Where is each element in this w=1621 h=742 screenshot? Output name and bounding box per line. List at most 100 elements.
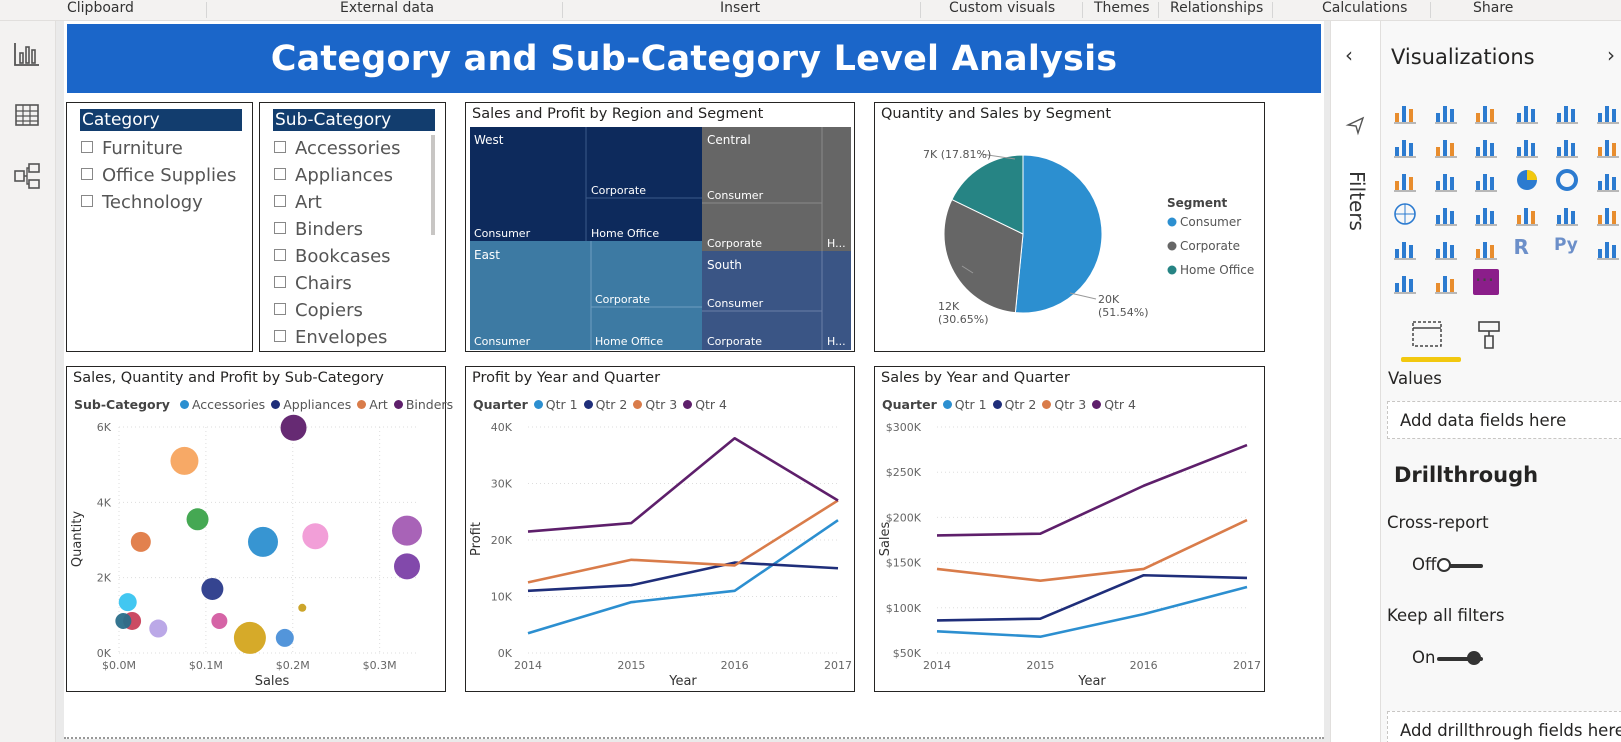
filters-pane[interactable]: ‹ Filters bbox=[1330, 21, 1380, 742]
visual-type-icon[interactable] bbox=[1392, 269, 1418, 295]
ribbon-group-insert[interactable]: Insert bbox=[720, 0, 761, 16]
toggle-knob[interactable] bbox=[1467, 651, 1481, 665]
slicer-item-envelopes[interactable]: Envelopes bbox=[274, 327, 387, 348]
visual-type-icon[interactable] bbox=[1392, 167, 1418, 193]
visual-type-icon[interactable] bbox=[1473, 201, 1499, 227]
ribbon-group-share[interactable]: Share bbox=[1473, 0, 1514, 16]
visual-type-icon[interactable]: Py bbox=[1554, 235, 1578, 255]
scatter-chart[interactable]: 0K 2K 4K 6K $0.0M $0.1M $0.2M $0.3M Sales Quantit… bbox=[67, 367, 444, 690]
visual-type-icon[interactable] bbox=[1433, 167, 1459, 193]
scatter-point[interactable] bbox=[170, 446, 199, 475]
legend-item[interactable]: Qtr 1 bbox=[954, 397, 987, 412]
more-visuals-icon[interactable]: ··· bbox=[1475, 268, 1495, 292]
visual-type-icon[interactable] bbox=[1433, 133, 1459, 159]
checkbox-icon[interactable] bbox=[81, 168, 93, 180]
sales-line-chart[interactable]: $50K $100K $150K $200K $250K $300K 2014 2015 201… bbox=[875, 367, 1263, 690]
legend-item[interactable]: Appliances bbox=[283, 397, 352, 412]
scatter-point[interactable] bbox=[248, 526, 278, 557]
format-paint-roller-icon[interactable] bbox=[1473, 318, 1505, 350]
slicer-item-appliances[interactable]: Appliances bbox=[274, 165, 393, 186]
checkbox-icon[interactable] bbox=[274, 249, 286, 261]
legend-item[interactable]: Qtr 2 bbox=[595, 397, 628, 412]
checkbox-icon[interactable] bbox=[81, 141, 93, 153]
scatter-point[interactable] bbox=[186, 508, 209, 531]
visual-type-icon[interactable] bbox=[1473, 235, 1499, 261]
ribbon-group-themes[interactable]: Themes bbox=[1094, 0, 1150, 16]
legend-item[interactable]: Qtr 4 bbox=[695, 397, 727, 412]
visual-type-icon[interactable] bbox=[1473, 269, 1499, 295]
pie-visual[interactable]: Quantity and Sales by Segment 7K (17.81%… bbox=[874, 102, 1265, 352]
ribbon-group-relationships[interactable]: Relationships bbox=[1170, 0, 1264, 16]
scatter-point[interactable] bbox=[115, 612, 132, 629]
legend-item[interactable]: Qtr 2 bbox=[1004, 397, 1037, 412]
pie-slice-home-office[interactable] bbox=[951, 154, 1024, 235]
checkbox-icon[interactable] bbox=[274, 195, 286, 207]
visual-type-icon[interactable] bbox=[1554, 167, 1580, 193]
checkbox-icon[interactable] bbox=[274, 303, 286, 315]
add-drillthrough-fields-dropzone[interactable]: Add drillthrough fields here bbox=[1387, 711, 1621, 742]
treemap-region-west[interactable]: West Consumer Corporate Home Office bbox=[470, 127, 702, 241]
checkbox-icon[interactable] bbox=[274, 168, 286, 180]
visual-type-icon[interactable] bbox=[1392, 133, 1418, 159]
data-view-icon[interactable] bbox=[12, 100, 42, 130]
series-line-qtr-2[interactable] bbox=[527, 561, 839, 593]
series-line-qtr-2[interactable] bbox=[936, 573, 1248, 622]
slicer-scrollbar[interactable] bbox=[431, 135, 435, 235]
treemap-region-south[interactable]: South Consumer Corporate H... bbox=[702, 251, 851, 350]
slicer-item-furniture[interactable]: Furniture bbox=[81, 138, 183, 159]
visual-type-icon[interactable] bbox=[1433, 235, 1459, 261]
subcategory-slicer[interactable]: Sub-Category Accessories Appliances Art … bbox=[259, 102, 446, 352]
scatter-point[interactable] bbox=[275, 628, 294, 647]
pie-chart[interactable]: 7K (17.81%) 20K (51.54%) 12K (30.65%) Segm… bbox=[875, 103, 1263, 350]
profit-line-chart[interactable]: 0K 10K 20K 30K 40K 2014 2015 2016 2017 Year Profit bbox=[466, 367, 853, 690]
series-line-qtr-1[interactable] bbox=[936, 585, 1248, 639]
slicer-item-copiers[interactable]: Copiers bbox=[274, 300, 363, 321]
visual-type-icon[interactable] bbox=[1514, 167, 1540, 193]
legend-item[interactable]: Binders bbox=[405, 397, 454, 412]
category-slicer[interactable]: Category Furniture Office Supplies Techn… bbox=[66, 102, 253, 352]
visual-type-icon[interactable] bbox=[1392, 235, 1418, 261]
filters-label[interactable]: Filters bbox=[1345, 171, 1369, 231]
visual-type-icon[interactable] bbox=[1473, 99, 1499, 125]
scatter-point[interactable] bbox=[201, 577, 224, 600]
scatter-point[interactable] bbox=[298, 603, 307, 612]
series-line-qtr-3[interactable] bbox=[527, 499, 839, 584]
slicer-item-binders[interactable]: Binders bbox=[274, 219, 363, 240]
pin-icon[interactable] bbox=[1345, 114, 1367, 136]
visual-type-icon[interactable] bbox=[1595, 133, 1621, 159]
scatter-point[interactable] bbox=[130, 531, 151, 552]
visual-type-icon[interactable] bbox=[1554, 99, 1580, 125]
pie-slice-consumer[interactable] bbox=[1014, 154, 1103, 314]
slicer-item-bookcases[interactable]: Bookcases bbox=[274, 246, 391, 267]
visual-type-icon[interactable] bbox=[1595, 99, 1621, 125]
slicer-item-technology[interactable]: Technology bbox=[81, 192, 203, 213]
visual-type-icon[interactable] bbox=[1433, 201, 1459, 227]
scatter-point[interactable] bbox=[394, 553, 420, 580]
series-line-qtr-4[interactable] bbox=[527, 437, 839, 533]
scatter-point[interactable] bbox=[211, 612, 228, 629]
legend-item[interactable]: Accessories bbox=[191, 397, 266, 412]
visual-type-icon[interactable] bbox=[1514, 201, 1540, 227]
scatter-point[interactable] bbox=[392, 515, 422, 546]
report-view-icon[interactable] bbox=[12, 39, 42, 69]
ribbon-group-clipboard[interactable]: Clipboard bbox=[67, 0, 134, 16]
scatter-point[interactable] bbox=[233, 621, 266, 654]
collapse-chevron-icon[interactable]: ‹ bbox=[1345, 43, 1353, 67]
visual-type-icon[interactable] bbox=[1554, 133, 1580, 159]
scatter-point[interactable] bbox=[280, 414, 307, 441]
expand-chevron-icon[interactable]: › bbox=[1607, 43, 1615, 67]
visual-type-icon[interactable] bbox=[1595, 201, 1621, 227]
pie-slice-corporate[interactable] bbox=[943, 198, 1024, 314]
model-view-icon[interactable] bbox=[12, 161, 42, 191]
visual-type-icon[interactable] bbox=[1392, 99, 1418, 125]
visual-type-icon[interactable] bbox=[1595, 235, 1621, 261]
treemap-region-central[interactable]: Central Consumer Corporate H... bbox=[702, 127, 851, 251]
slicer-item-chairs[interactable]: Chairs bbox=[274, 273, 352, 294]
cross-report-toggle[interactable] bbox=[1437, 558, 1483, 572]
visual-type-icon[interactable] bbox=[1514, 99, 1540, 125]
checkbox-icon[interactable] bbox=[274, 276, 286, 288]
fields-tab-icon[interactable] bbox=[1411, 318, 1443, 350]
treemap-visual[interactable]: Sales and Profit by Region and Segment W… bbox=[465, 102, 855, 352]
ribbon-group-external-data[interactable]: External data bbox=[340, 0, 435, 16]
